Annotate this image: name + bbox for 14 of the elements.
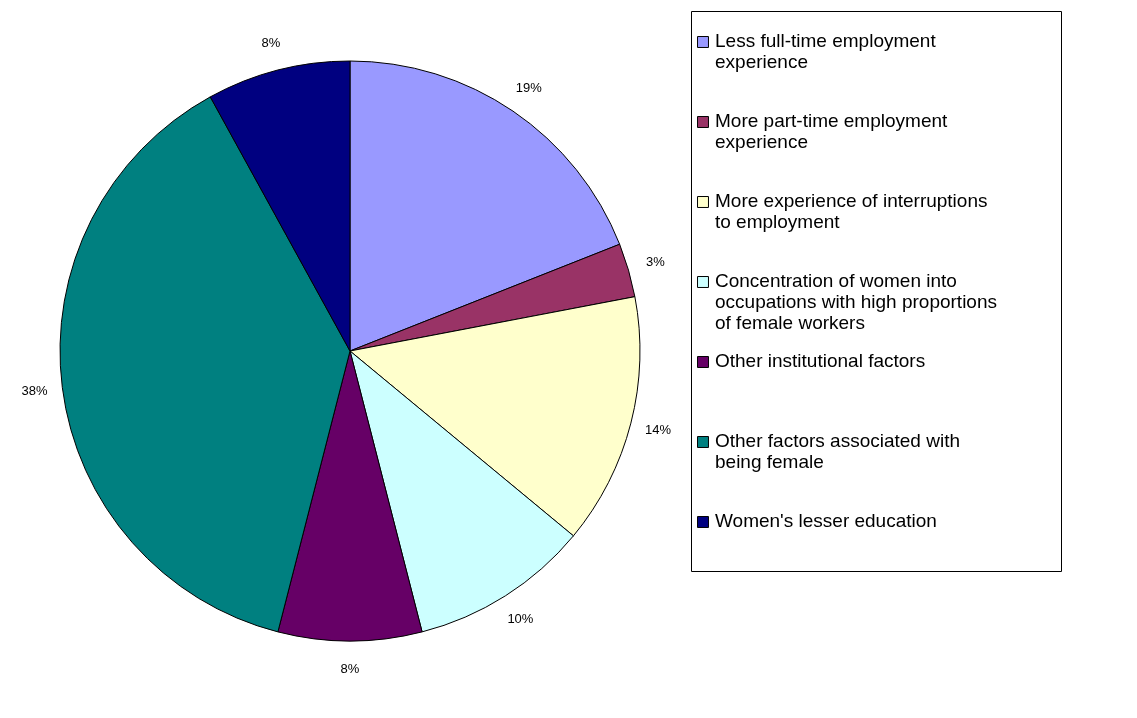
data-label: 19% — [515, 79, 543, 95]
legend-label: Women's lesser education — [715, 510, 937, 531]
data-label: 3% — [645, 254, 666, 270]
legend-label: More part-time employment experience — [715, 110, 949, 152]
data-label: 38% — [21, 382, 48, 398]
legend-label: Other institutional factors — [715, 350, 926, 371]
data-label: 14% — [644, 422, 672, 438]
data-label: 10% — [507, 611, 534, 627]
data-label: 8% — [340, 661, 360, 676]
legend-label: More experience of interruptions to employment — [715, 190, 988, 232]
legend-label: Other factors associated with being female — [715, 430, 960, 472]
legend-label: Less full-time employment experience — [715, 30, 937, 72]
data-label: 8% — [261, 34, 281, 50]
legend-label: Concentration of women into occupations with high proportions of female workers — [715, 270, 998, 333]
